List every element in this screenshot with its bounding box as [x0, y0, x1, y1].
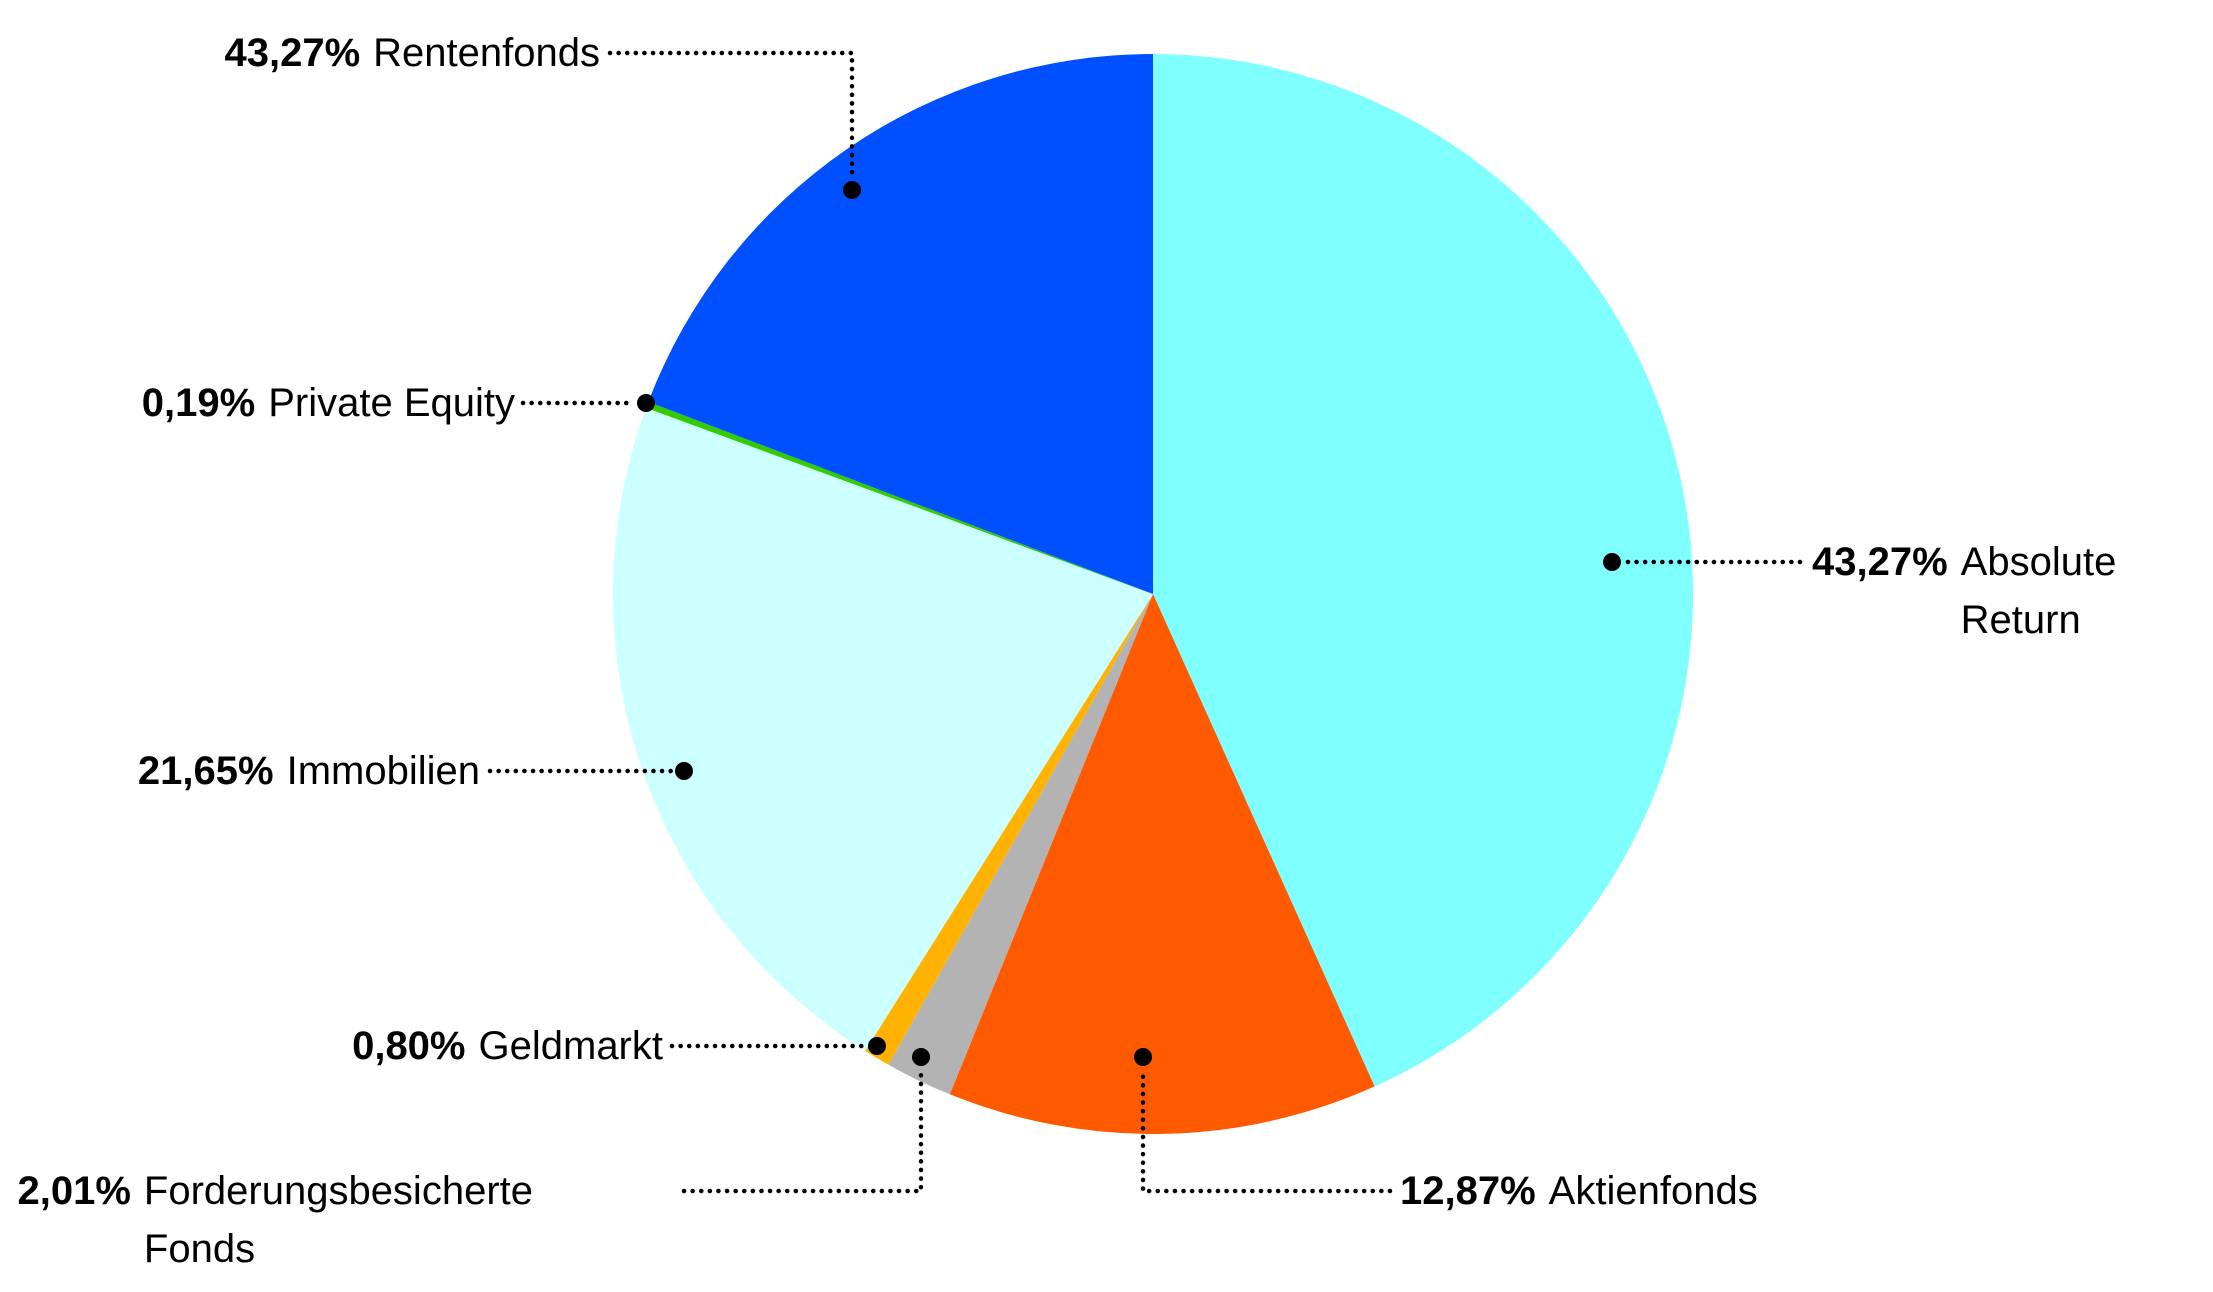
label-absolute-return-percent: 43,27%: [1812, 540, 1948, 584]
leader-dot-absolute-return: [1603, 553, 1621, 571]
pie-slice-private-equity: [646, 401, 1153, 594]
leader-dot-forderungsbesicherte-fonds: [912, 1048, 930, 1066]
pie-slice-geldmarkt: [865, 594, 1153, 1065]
label-private-equity-percent: 0,19%: [141, 381, 256, 425]
label-private-equity-name: Private Equity: [268, 381, 515, 425]
label-immobilien-percent: 21,65%: [137, 749, 274, 793]
pie-slice-forderungsbesicherte-fonds: [888, 594, 1153, 1095]
label-geldmarkt-name: Geldmarkt: [478, 1024, 664, 1068]
leader-dot-geldmarkt: [868, 1037, 886, 1055]
pie-slices: [613, 54, 1694, 1134]
leader-lines: [487, 50, 1803, 1194]
leader-line-aktienfonds: [1140, 1068, 1393, 1194]
leader-line-rentenfonds: [607, 50, 855, 181]
pie-slice-immobilien: [613, 407, 1153, 1051]
pie-slice-rentenfonds: [648, 54, 1153, 594]
label-aktienfonds: 12,87% Aktienfonds: [1400, 1162, 1758, 1220]
label-rentenfonds-name: Rentenfonds: [373, 31, 600, 75]
leader-dot-rentenfonds: [843, 181, 861, 199]
label-forderungsbesicherte-fonds-percent: 2,01%: [17, 1169, 131, 1213]
label-rentenfonds-percent: 43,27%: [224, 31, 361, 75]
label-geldmarkt: 0,80% Geldmarkt: [352, 1017, 663, 1075]
label-aktienfonds-percent: 12,87%: [1400, 1169, 1536, 1213]
label-aktienfonds-name: Aktienfonds: [1548, 1169, 1758, 1213]
label-forderungsbesicherte-fonds: 2,01% Forderungsbesicherte Fonds: [17, 1162, 533, 1278]
leader-dot-immobilien: [675, 762, 693, 780]
label-absolute-return: 43,27% Absolute Return: [1812, 533, 2116, 649]
label-immobilien: 21,65% Immobilien: [138, 742, 480, 800]
pie-slice-aktienfonds: [949, 594, 1375, 1134]
pie-slice-absolute-return: [1153, 54, 1694, 1087]
label-forderungsbesicherte-fonds-name: Forderungsbesicherte Fonds: [143, 1169, 533, 1271]
label-immobilien-name: Immobilien: [286, 749, 480, 793]
label-rentenfonds: 43,27% Rentenfonds: [224, 24, 600, 82]
leader-line-forderungsbesicherte-fonds: [681, 1068, 924, 1194]
label-geldmarkt-percent: 0,80%: [352, 1024, 466, 1068]
leader-dot-aktienfonds: [1134, 1048, 1152, 1066]
label-absolute-return-name: Absolute Return: [1960, 540, 2117, 642]
leader-dot-private-equity: [637, 394, 655, 412]
label-private-equity: 0,19% Private Equity: [142, 374, 515, 432]
